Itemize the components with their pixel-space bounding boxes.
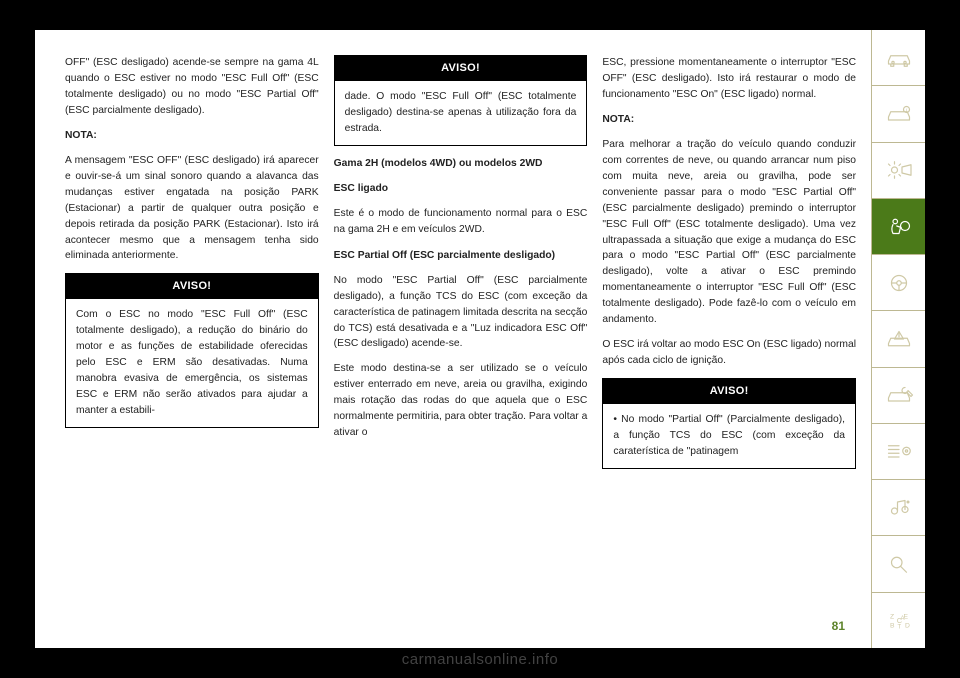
- airbag-icon: [884, 214, 914, 238]
- warning-body: Com o ESC no modo "ESC Full Off" (ESC to…: [66, 299, 318, 427]
- tab-index[interactable]: ZBEDCAT: [872, 593, 925, 648]
- warning-box: AVISO! Com o ESC no modo "ESC Full Off" …: [65, 273, 319, 428]
- alpha-index-icon: ZBEDCAT: [884, 608, 914, 632]
- tab-multimedia[interactable]: [872, 480, 925, 536]
- tab-driving[interactable]: [872, 255, 925, 311]
- tab-search[interactable]: [872, 536, 925, 592]
- warning-body: • No modo "Partial Off" (Parcialmente de…: [603, 404, 855, 468]
- tab-maintenance[interactable]: [872, 368, 925, 424]
- note-body: Para melhorar a tração do veículo quando…: [602, 137, 856, 328]
- column-1: OFF" (ESC desligado) acende-se sempre na…: [65, 55, 319, 633]
- body-text: Este modo destina-se a ser utilizado se …: [334, 361, 588, 441]
- note-label: NOTA:: [602, 112, 856, 128]
- subheading: Gama 2H (modelos 4WD) ou modelos 2WD: [334, 156, 588, 172]
- media-icon: [884, 496, 914, 520]
- warning-title: AVISO!: [603, 379, 855, 404]
- list-gear-icon: [884, 439, 914, 463]
- warning-body: dade. O modo "ESC Full Off" (ESC totalme…: [335, 81, 587, 145]
- svg-text:Z: Z: [890, 614, 894, 621]
- column-2: AVISO! dade. O modo "ESC Full Off" (ESC …: [334, 55, 588, 633]
- body-text: No modo "ESC Partial Off" (ESC parcialme…: [334, 273, 588, 353]
- warning-title: AVISO!: [335, 56, 587, 81]
- subheading: ESC Partial Off (ESC parcialmente deslig…: [334, 248, 588, 264]
- watermark: carmanualsonline.info: [402, 651, 558, 668]
- svg-text:A: A: [900, 616, 904, 622]
- tab-vehicle[interactable]: [872, 30, 925, 86]
- column-3: ESC, pressione momentaneamente o interru…: [602, 55, 856, 633]
- body-text: O ESC irá voltar ao modo ESC On (ESC lig…: [602, 337, 856, 369]
- steering-icon: [884, 271, 914, 295]
- tab-specs[interactable]: [872, 424, 925, 480]
- warning-title: AVISO!: [66, 274, 318, 299]
- tab-safety[interactable]: [872, 199, 925, 255]
- tab-warning[interactable]: [872, 311, 925, 367]
- section-tabs: i ZBEDCAT: [871, 30, 925, 648]
- note-label: NOTA:: [65, 128, 319, 144]
- tab-lights[interactable]: [872, 143, 925, 199]
- manual-page: OFF" (ESC desligado) acende-se sempre na…: [35, 30, 925, 648]
- subheading: ESC ligado: [334, 181, 588, 197]
- warning-box: AVISO! dade. O modo "ESC Full Off" (ESC …: [334, 55, 588, 146]
- emergency-icon: [884, 327, 914, 351]
- svg-text:B: B: [890, 623, 895, 630]
- page-number: 81: [832, 619, 845, 633]
- body-text: OFF" (ESC desligado) acende-se sempre na…: [65, 55, 319, 119]
- svg-text:T: T: [897, 625, 901, 631]
- text-content: OFF" (ESC desligado) acende-se sempre na…: [35, 30, 871, 648]
- note-body: A mensagem "ESC OFF" (ESC desligado) irá…: [65, 153, 319, 265]
- search-icon: [884, 552, 914, 576]
- car-icon: [884, 46, 914, 70]
- body-text: Este é o modo de funcionamento normal pa…: [334, 206, 588, 238]
- svg-text:D: D: [905, 623, 910, 630]
- warning-box: AVISO! • No modo "Partial Off" (Parcialm…: [602, 378, 856, 469]
- lights-icon: [884, 158, 914, 182]
- body-text: ESC, pressione momentaneamente o interru…: [602, 55, 856, 103]
- car-info-icon: i: [884, 102, 914, 126]
- service-icon: [884, 383, 914, 407]
- tab-dashboard[interactable]: i: [872, 86, 925, 142]
